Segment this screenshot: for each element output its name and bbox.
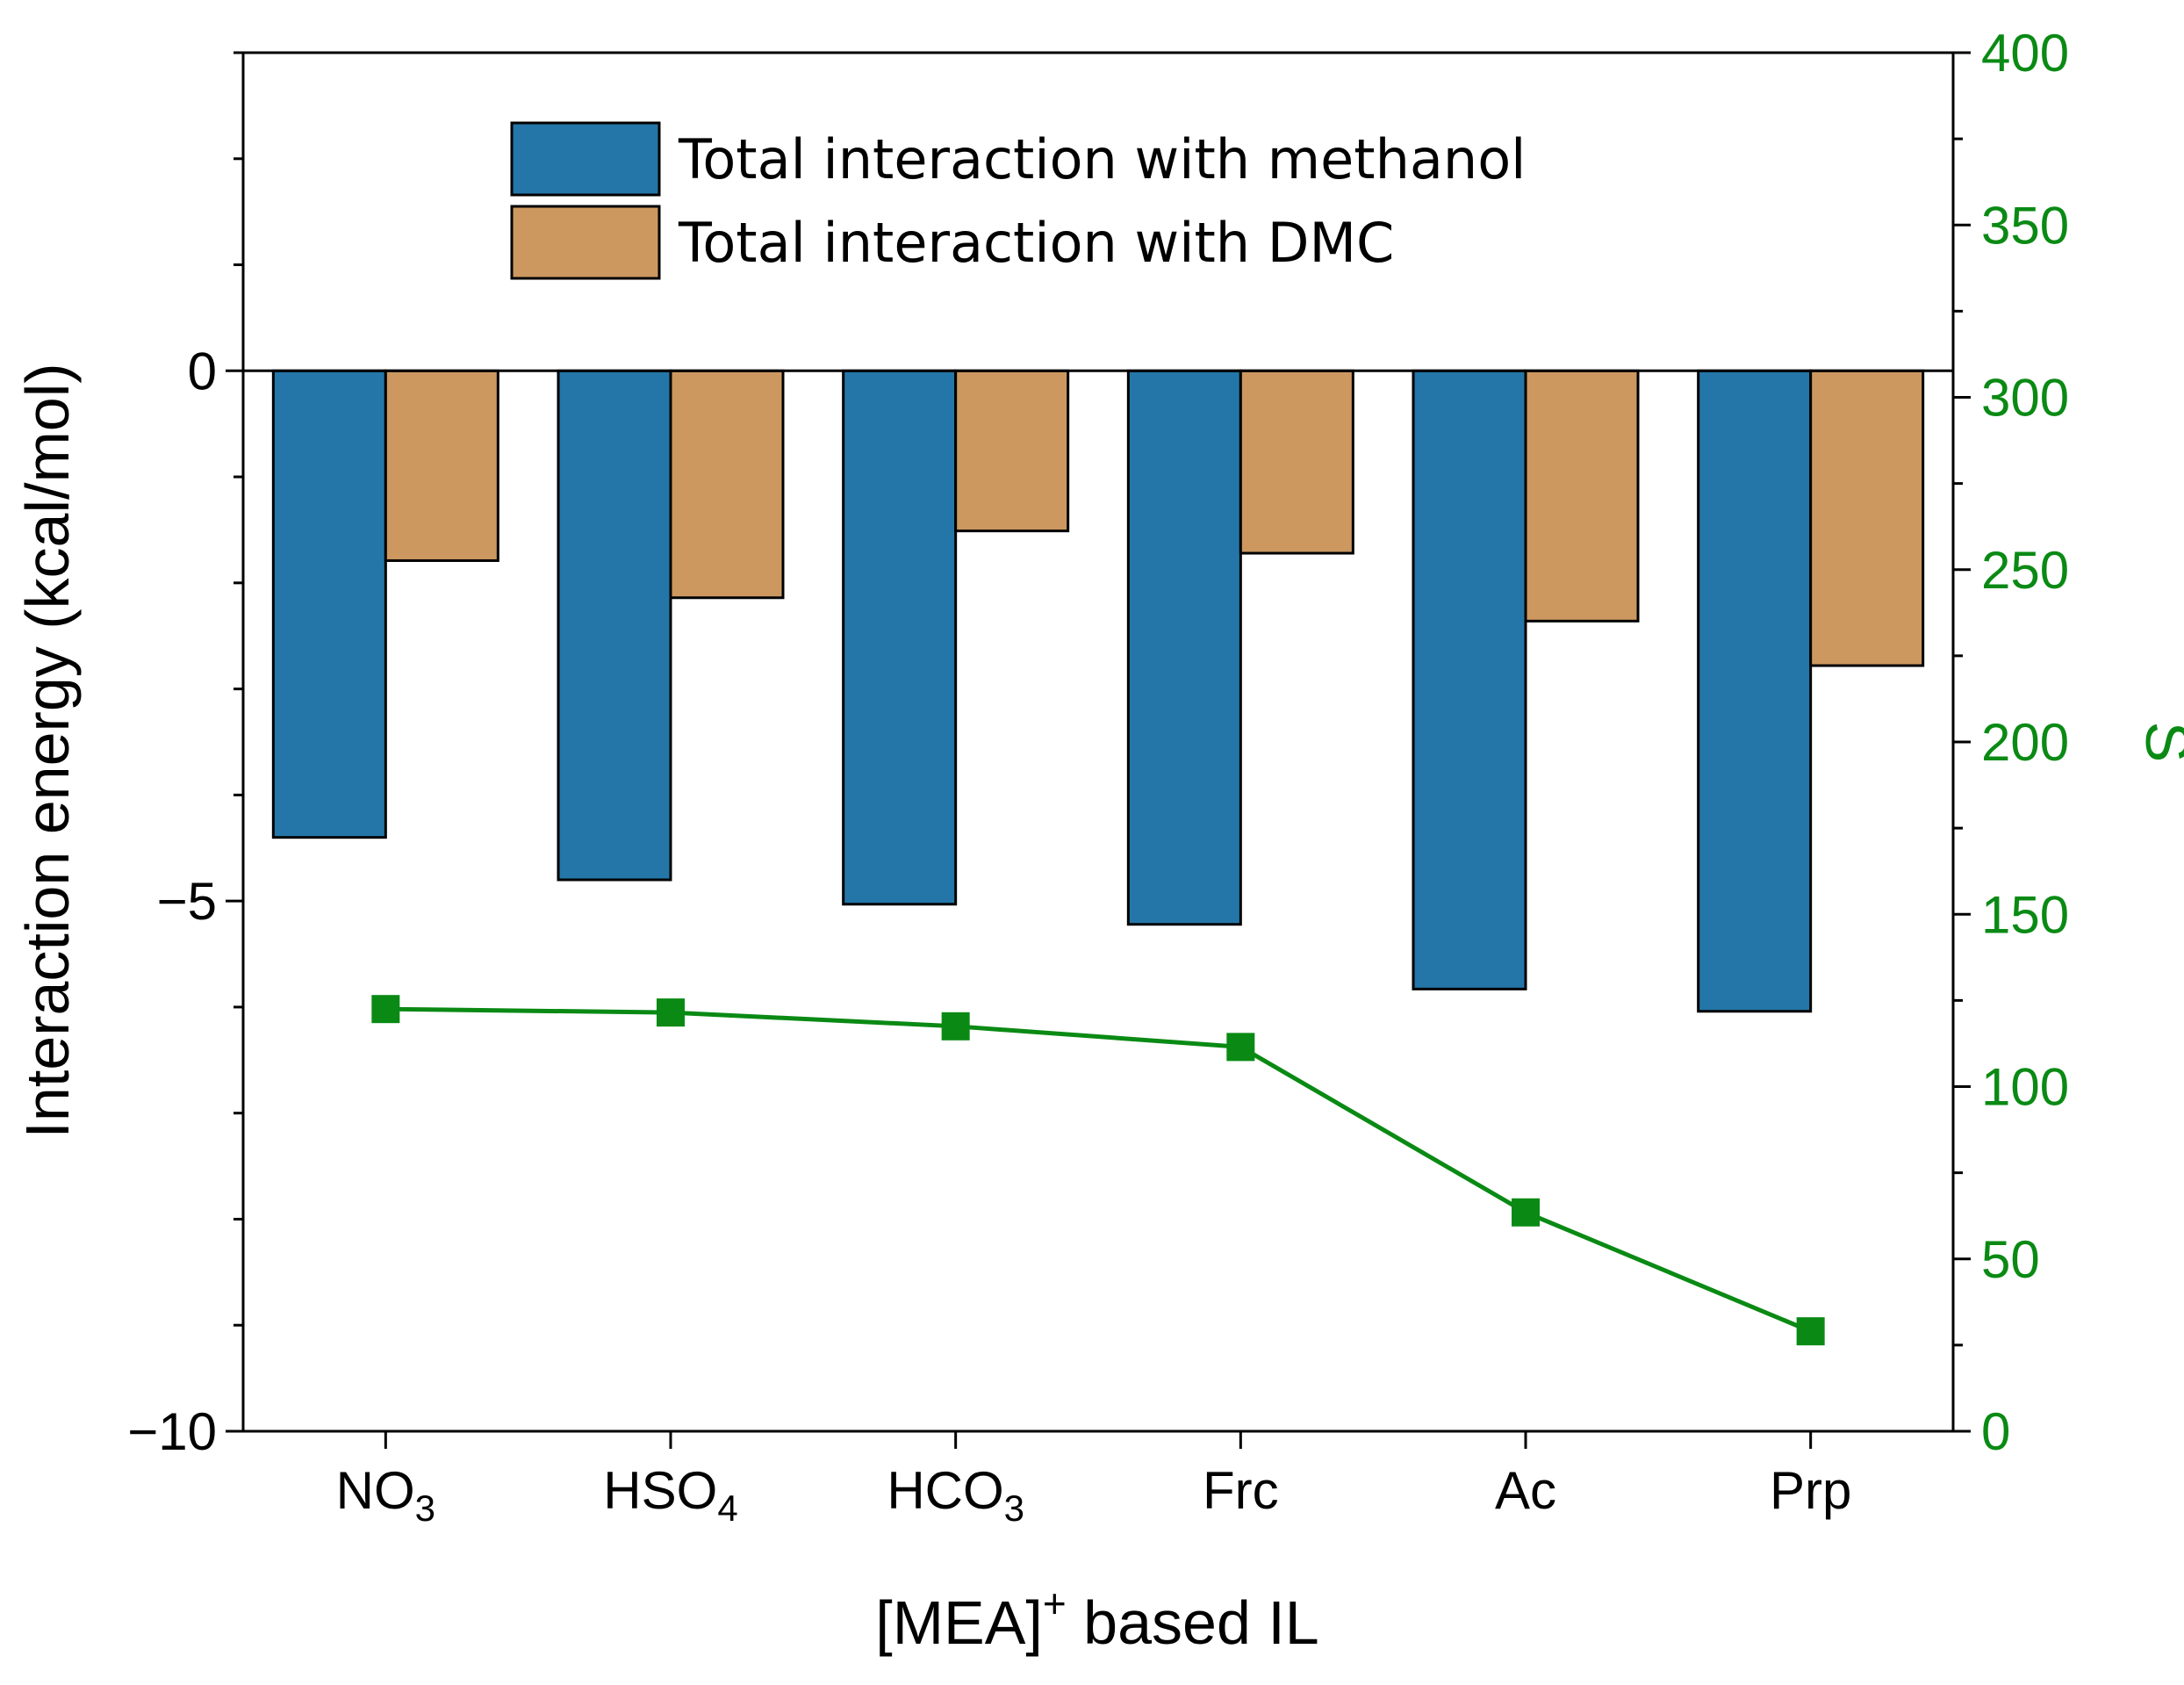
x-tick-label-main: HSO [603, 1461, 717, 1520]
bar-methanol-0 [271, 369, 387, 839]
bar-methanol-3 [1126, 369, 1242, 926]
x-axis-title-rest: based IL [1067, 1588, 1319, 1657]
legend-label-1: Total interaction with DMC [678, 211, 1394, 275]
legend-label-0: Total interaction with methanol [678, 127, 1526, 191]
right-axis: 0 50 100 150 200 250 300 350 400 [1953, 24, 2069, 1461]
bar-methanol-2 [842, 369, 958, 906]
x-tick-label-sub: 3 [415, 1487, 435, 1529]
x-axis: NO3 HSO4 HCO3 Frc Ac Prp [336, 1431, 1851, 1529]
left-axis: 0 −5 −10 [127, 51, 243, 1461]
x-tick-label: Ac [1495, 1461, 1556, 1520]
right-tick-label: 200 [1981, 713, 2069, 772]
bar-dmc-5 [1809, 369, 1925, 667]
x-axis-title: [MEA]+ based IL [875, 1581, 1318, 1657]
s-point-5 [1796, 1317, 1825, 1346]
x-axis-title-main: [MEA] [875, 1588, 1043, 1657]
right-tick-label: 150 [1981, 885, 2069, 944]
bar-layer [271, 369, 1925, 1013]
x-tick-label-main: Prp [1770, 1461, 1851, 1520]
s-series-line [385, 1006, 1812, 1334]
s-point-0 [371, 995, 400, 1024]
x-tick-label: NO3 [336, 1461, 435, 1529]
x-tick-label: Frc [1203, 1461, 1279, 1520]
left-tick-label: 0 [188, 342, 217, 400]
x-tick-label: HSO4 [603, 1461, 737, 1529]
right-tick-label: 100 [1981, 1058, 2069, 1117]
right-tick-label: 400 [1981, 24, 2069, 83]
x-tick-label: HCO3 [887, 1461, 1024, 1529]
bar-dmc-3 [1239, 369, 1354, 555]
x-tick-label-sub: 3 [1004, 1487, 1024, 1529]
s-point-3 [1226, 1033, 1255, 1062]
legend-swatch-1 [510, 205, 661, 280]
x-axis-title-sup: + [1043, 1581, 1067, 1626]
s-point-2 [941, 1012, 970, 1041]
left-tick-label: −10 [127, 1402, 217, 1461]
s-series-layer [371, 995, 1825, 1346]
x-tick-label-main: NO [336, 1461, 415, 1520]
bar-dmc-4 [1524, 369, 1640, 623]
legend-swatch-0 [510, 121, 661, 197]
x-tick-label-main: HCO [887, 1461, 1003, 1520]
s-point-4 [1512, 1198, 1540, 1227]
x-tick-label-main: Ac [1495, 1461, 1556, 1520]
bar-methanol-4 [1412, 369, 1527, 990]
s-point-1 [657, 998, 685, 1027]
right-tick-label: 300 [1981, 369, 2069, 428]
right-tick-label: 50 [1981, 1230, 2040, 1289]
y2-axis-title: S [2133, 722, 2184, 763]
bar-methanol-1 [557, 369, 672, 882]
x-tick-label-sub: 4 [717, 1487, 737, 1529]
x-tick-label: Prp [1770, 1461, 1851, 1520]
right-tick-label: 350 [1981, 196, 2069, 255]
bar-dmc-2 [954, 369, 1070, 533]
y-axis-title: Interaction energy (kcal/mol) [13, 363, 82, 1138]
right-tick-label: 0 [1981, 1402, 2010, 1461]
bar-methanol-5 [1697, 369, 1813, 1013]
bar-dmc-1 [669, 369, 785, 600]
bar-dmc-0 [384, 369, 499, 562]
left-tick-label: −5 [157, 872, 217, 931]
legend: Total interaction with methanol Total int… [510, 121, 1526, 280]
right-tick-label: 250 [1981, 541, 2069, 600]
x-tick-label-main: Frc [1203, 1461, 1279, 1520]
